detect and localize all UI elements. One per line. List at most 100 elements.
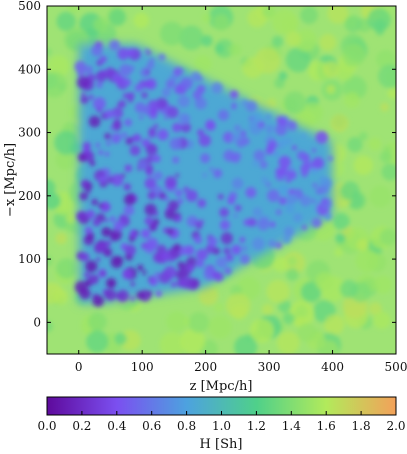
low-h-patch (315, 131, 329, 144)
low-h-patch (248, 115, 255, 122)
texture-patch (67, 6, 80, 13)
low-h-patch (267, 189, 280, 203)
texture-patch (54, 130, 79, 155)
low-h-patch (198, 219, 204, 225)
low-h-patch (257, 121, 265, 129)
texture-patch (359, 131, 368, 141)
low-h-patch (152, 154, 161, 163)
texture-patch (344, 15, 362, 33)
texture-patch (373, 275, 392, 294)
low-h-patch (76, 76, 90, 89)
texture-patch (353, 155, 374, 175)
texture-patch (272, 8, 298, 35)
texture-patch (208, 315, 232, 339)
colorbar-tick-label: 0.8 (177, 419, 196, 433)
low-h-patch (261, 176, 269, 185)
y-tick-label: 500 (18, 0, 41, 13)
low-h-patch (111, 173, 124, 187)
low-h-patch (137, 264, 144, 271)
low-h-patch (121, 131, 128, 139)
low-h-patch (310, 162, 317, 169)
low-h-patch (126, 92, 135, 100)
low-h-patch (109, 126, 114, 131)
texture-patch (55, 232, 67, 245)
low-h-patch (148, 275, 159, 286)
low-h-patch (220, 232, 233, 245)
low-h-patch (179, 279, 187, 288)
low-h-patch (248, 121, 258, 130)
x-axis: 0 100 200 300 400 500 (75, 6, 407, 374)
low-h-patch (213, 168, 223, 178)
low-h-patch (241, 130, 246, 135)
texture-patch (285, 31, 301, 47)
low-h-patch (95, 143, 100, 148)
low-h-patch (231, 244, 242, 255)
low-h-patch (142, 270, 147, 275)
low-h-patch (275, 167, 284, 176)
low-h-patch (91, 198, 99, 206)
texture-patch (55, 150, 75, 170)
low-h-patch (117, 256, 123, 262)
colorbar-tick-label: 0.4 (107, 419, 126, 433)
low-h-patch (275, 209, 282, 215)
texture-patch (262, 6, 276, 19)
low-h-patch (225, 253, 234, 262)
texture-patch (368, 137, 382, 151)
texture-patch (47, 55, 70, 77)
low-h-patch (124, 118, 132, 127)
low-h-patch (92, 293, 99, 300)
x-tick-label: 200 (194, 360, 217, 374)
low-h-patch (223, 247, 231, 255)
low-h-patch (240, 254, 250, 265)
low-h-patch (104, 151, 110, 157)
low-h-patch (278, 155, 292, 169)
low-h-patch (111, 121, 122, 131)
colorbar-tick-label: 0.2 (72, 419, 91, 433)
texture-patch (319, 340, 339, 354)
low-h-patch (140, 242, 148, 250)
low-h-patch (265, 114, 272, 120)
low-h-patch (127, 97, 134, 103)
y-tick-label: 0 (33, 315, 41, 329)
low-h-patch (194, 235, 203, 244)
texture-patch (322, 61, 340, 78)
low-h-patch (149, 106, 159, 116)
low-h-patch (149, 223, 157, 232)
low-h-patch (95, 70, 108, 83)
low-h-patch (144, 203, 157, 216)
low-h-patch (148, 127, 156, 135)
y-axis-label: −x [Mpc/h] (3, 143, 18, 217)
low-h-patch (80, 179, 90, 189)
texture-patch (228, 43, 242, 56)
low-h-patch (144, 216, 154, 226)
x-axis-label: z [Mpc/h] (190, 379, 253, 394)
heatmap (47, 6, 396, 354)
low-h-patch (122, 268, 133, 280)
low-h-patch (89, 160, 96, 167)
texture-patch (47, 320, 53, 333)
low-h-patch (312, 148, 317, 153)
low-h-patch (121, 173, 126, 178)
texture-patch (47, 192, 61, 210)
low-h-patch (211, 82, 223, 94)
texture-patch (387, 88, 396, 99)
y-tick-label: 400 (18, 62, 41, 76)
low-h-patch (146, 237, 159, 250)
low-h-patch (101, 202, 111, 212)
texture-patch (65, 221, 76, 233)
low-h-patch (152, 218, 160, 226)
low-h-patch (173, 243, 181, 252)
low-h-patch (125, 137, 133, 145)
low-h-patch (172, 122, 182, 133)
low-h-patch (275, 241, 283, 249)
low-h-patch (79, 191, 89, 201)
low-h-patch (291, 145, 297, 151)
texture-patch (214, 43, 225, 54)
texture-patch (47, 179, 56, 196)
low-h-patch (170, 281, 177, 288)
low-h-patch (185, 189, 198, 202)
low-h-patch (122, 93, 129, 99)
low-h-patch (164, 176, 177, 189)
low-h-patch (144, 177, 157, 190)
texture-patch (201, 35, 213, 47)
